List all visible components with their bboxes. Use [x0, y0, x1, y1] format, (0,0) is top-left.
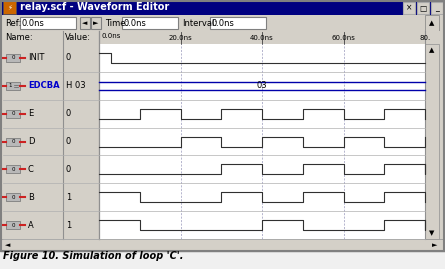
Text: ►: ► — [432, 242, 438, 248]
Bar — [80, 17, 90, 29]
Bar — [403, 2, 415, 14]
Text: ◄: ◄ — [82, 20, 88, 26]
Text: □: □ — [419, 3, 427, 12]
Bar — [6, 193, 20, 201]
Text: Figure 10. Simulation of loop 'C'.: Figure 10. Simulation of loop 'C'. — [3, 251, 183, 261]
Text: 0.0ns: 0.0ns — [124, 19, 147, 27]
Bar — [6, 82, 20, 90]
Bar — [6, 221, 20, 229]
Text: 0.0ns: 0.0ns — [102, 33, 121, 39]
Bar — [6, 110, 20, 118]
Text: H 03: H 03 — [66, 81, 85, 90]
Bar — [20, 17, 76, 29]
Text: 0: 0 — [11, 222, 15, 228]
Bar — [91, 17, 101, 29]
Bar — [431, 2, 443, 14]
Bar — [3, 1, 16, 14]
Text: C: C — [28, 165, 34, 174]
Text: 80.: 80. — [419, 34, 431, 41]
Text: Ref:: Ref: — [5, 19, 21, 27]
Text: 1: 1 — [8, 83, 12, 88]
Bar — [1, 0, 444, 15]
Bar — [210, 17, 266, 29]
Text: 1: 1 — [66, 221, 71, 229]
Text: _: _ — [435, 3, 439, 12]
Text: 0: 0 — [11, 55, 15, 61]
Text: ►: ► — [93, 20, 99, 26]
Text: 0.0ns: 0.0ns — [212, 19, 235, 27]
Text: ▲: ▲ — [429, 47, 435, 53]
Bar — [3, 44, 99, 239]
Text: 0: 0 — [66, 109, 71, 118]
Text: A: A — [28, 221, 34, 229]
Text: EDCBA: EDCBA — [28, 81, 60, 90]
Text: 1: 1 — [66, 193, 71, 202]
Text: Value:: Value: — [65, 33, 91, 42]
Text: relay.scf - Waveform Editor: relay.scf - Waveform Editor — [20, 2, 169, 12]
Bar — [1, 15, 444, 31]
Text: B: B — [28, 193, 34, 202]
Bar — [425, 15, 439, 31]
Text: 0: 0 — [11, 139, 15, 144]
Bar — [6, 54, 20, 62]
Text: 0: 0 — [11, 167, 15, 172]
Text: D: D — [28, 137, 35, 146]
Text: 0: 0 — [66, 54, 71, 62]
Text: 0.0ns: 0.0ns — [22, 19, 45, 27]
Text: 0: 0 — [11, 195, 15, 200]
Text: Interval:: Interval: — [182, 19, 217, 27]
Bar — [1, 239, 444, 251]
Text: Name:: Name: — [5, 33, 32, 42]
Text: ×: × — [406, 3, 412, 12]
Bar — [425, 44, 439, 239]
Text: 40.0ns: 40.0ns — [250, 34, 274, 41]
Text: 0: 0 — [11, 111, 15, 116]
Bar — [417, 2, 429, 14]
Bar — [6, 137, 20, 146]
Text: ⚡: ⚡ — [7, 5, 12, 10]
Text: ▲: ▲ — [429, 20, 435, 26]
Text: E: E — [28, 109, 33, 118]
Bar — [99, 44, 425, 239]
Text: INIT: INIT — [28, 54, 44, 62]
Text: 0: 0 — [66, 137, 71, 146]
Text: 60.0ns: 60.0ns — [332, 34, 356, 41]
Bar — [122, 17, 178, 29]
Text: 20.0ns: 20.0ns — [169, 34, 192, 41]
Text: Time:: Time: — [105, 19, 128, 27]
Text: 0: 0 — [66, 165, 71, 174]
Text: ▼: ▼ — [429, 230, 435, 236]
Text: 03: 03 — [257, 81, 267, 90]
Text: ◄: ◄ — [5, 242, 11, 248]
Bar — [1, 31, 444, 44]
Bar — [6, 165, 20, 173]
